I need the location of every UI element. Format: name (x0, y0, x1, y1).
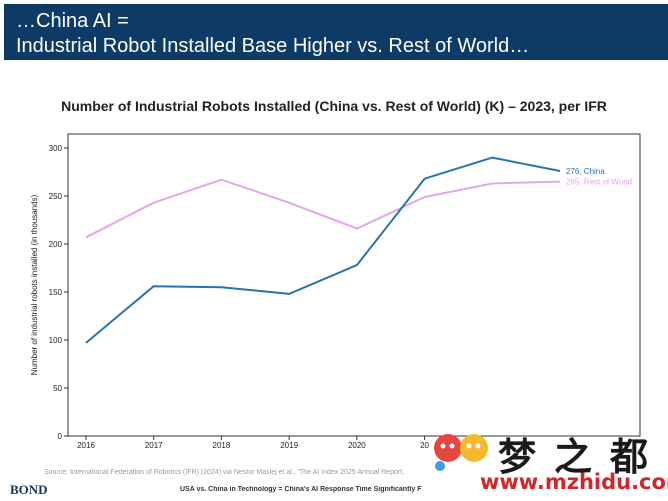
source-note: Source: International Federation of Robo… (44, 469, 405, 476)
y-tick-label: 50 (53, 384, 62, 393)
chat-bubbles-icon (434, 434, 488, 471)
plot-frame (67, 133, 641, 437)
y-tick-label: 300 (49, 144, 63, 153)
x-tick-label: 2017 (145, 441, 163, 450)
footer-text: USA vs. China in Technology = China's AI… (180, 486, 422, 493)
x-tick-label: 2020 (348, 441, 366, 450)
watermark-url: www.mzhidu.com (480, 470, 668, 494)
series-end-label-china: 276, China (566, 167, 605, 176)
x-tick-label: 2018 (213, 441, 231, 450)
y-tick-label: 100 (49, 336, 63, 345)
x-tick-label: 2016 (77, 441, 95, 450)
y-tick-label: 200 (49, 240, 63, 249)
watermark: 梦之都 www.mzhidu.com (432, 430, 668, 498)
series-line-rest-of-world (85, 178, 561, 239)
slide-title-line-1: …China AI = (16, 10, 129, 32)
slide-title-line-2: Industrial Robot Installed Base Higher v… (16, 35, 530, 57)
brand-logo: BOND (10, 482, 48, 497)
y-tick-label: 0 (58, 432, 63, 441)
x-tick-label: 20 (420, 441, 429, 450)
slide-header: …China AI = Industrial Robot Installed B… (4, 4, 668, 60)
x-tick-label: 2019 (280, 441, 298, 450)
series-line-china (85, 156, 561, 344)
y-tick-label: 150 (49, 288, 63, 297)
series-end-label-rest-of-world: 265, Rest of World (566, 178, 632, 187)
y-tick-label: 250 (49, 192, 63, 201)
y-axis-label: Number of industrial robots installed (i… (30, 194, 39, 375)
chart-title: Number of Industrial Robots Installed (C… (61, 98, 607, 114)
watermark-chinese-text: 梦之都 (498, 435, 667, 479)
